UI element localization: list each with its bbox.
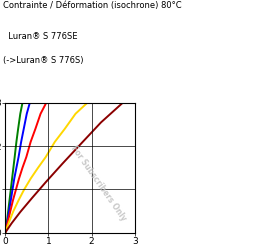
Text: (->Luran® S 776S): (->Luran® S 776S)	[3, 56, 83, 65]
Text: For Subscribers Only: For Subscribers Only	[69, 144, 128, 223]
Text: Contrainte / Déformation (isochrone) 80°C: Contrainte / Déformation (isochrone) 80°…	[3, 1, 181, 10]
Text: Luran® S 776SE: Luran® S 776SE	[3, 32, 77, 41]
